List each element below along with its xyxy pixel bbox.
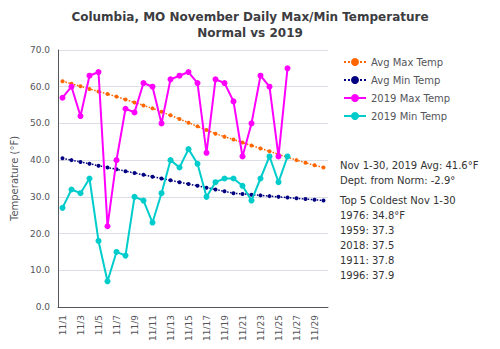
svg-text:1976: 34.8°F: 1976: 34.8°F xyxy=(340,210,405,221)
svg-text:11/7: 11/7 xyxy=(112,315,122,335)
svg-text:Nov 1-30, 2019 Avg: 41.6°F: Nov 1-30, 2019 Avg: 41.6°F xyxy=(340,160,479,171)
svg-text:2018: 37.5: 2018: 37.5 xyxy=(340,240,394,251)
svg-text:2019 Min Temp: 2019 Min Temp xyxy=(371,111,447,122)
svg-text:20.0: 20.0 xyxy=(30,229,50,239)
svg-text:1996: 37.9: 1996: 37.9 xyxy=(340,270,394,281)
svg-text:11/21: 11/21 xyxy=(238,315,248,341)
svg-text:1959: 37.3: 1959: 37.3 xyxy=(340,225,394,236)
svg-text:11/5: 11/5 xyxy=(94,315,104,335)
svg-text:60.0: 60.0 xyxy=(30,82,50,92)
svg-text:11/15: 11/15 xyxy=(184,315,194,341)
svg-text:11/19: 11/19 xyxy=(220,315,230,341)
svg-text:11/23: 11/23 xyxy=(256,315,266,341)
svg-text:11/3: 11/3 xyxy=(76,315,86,335)
svg-text:Temperature (°F): Temperature (°F) xyxy=(9,136,20,222)
svg-text:11/25: 11/25 xyxy=(274,315,284,341)
svg-text:1911: 37.8: 1911: 37.8 xyxy=(340,255,394,266)
svg-text:0.0: 0.0 xyxy=(36,302,51,312)
svg-text:11/27: 11/27 xyxy=(292,315,302,341)
svg-text:Normal vs 2019: Normal vs 2019 xyxy=(197,26,303,40)
svg-text:Columbia, MO November Daily Ma: Columbia, MO November Daily Max/Min Temp… xyxy=(71,10,428,24)
svg-text:Avg Min Temp: Avg Min Temp xyxy=(371,75,440,86)
svg-text:Dept. from Norm: -2.9°: Dept. from Norm: -2.9° xyxy=(340,175,455,186)
svg-text:50.0: 50.0 xyxy=(30,118,50,128)
svg-text:11/1: 11/1 xyxy=(58,315,68,335)
svg-text:Avg Max Temp: Avg Max Temp xyxy=(371,57,443,68)
svg-text:40.0: 40.0 xyxy=(30,155,50,165)
svg-text:70.0: 70.0 xyxy=(30,45,50,55)
svg-text:Top 5 Coldest Nov 1-30: Top 5 Coldest Nov 1-30 xyxy=(339,195,456,206)
svg-text:10.0: 10.0 xyxy=(30,265,50,275)
svg-text:11/11: 11/11 xyxy=(148,315,158,341)
svg-text:11/29: 11/29 xyxy=(310,315,320,341)
svg-text:11/17: 11/17 xyxy=(202,315,212,341)
svg-text:30.0: 30.0 xyxy=(30,192,50,202)
svg-text:2019 Max Temp: 2019 Max Temp xyxy=(371,93,450,104)
svg-text:11/9: 11/9 xyxy=(130,315,140,335)
svg-text:11/13: 11/13 xyxy=(166,315,176,341)
